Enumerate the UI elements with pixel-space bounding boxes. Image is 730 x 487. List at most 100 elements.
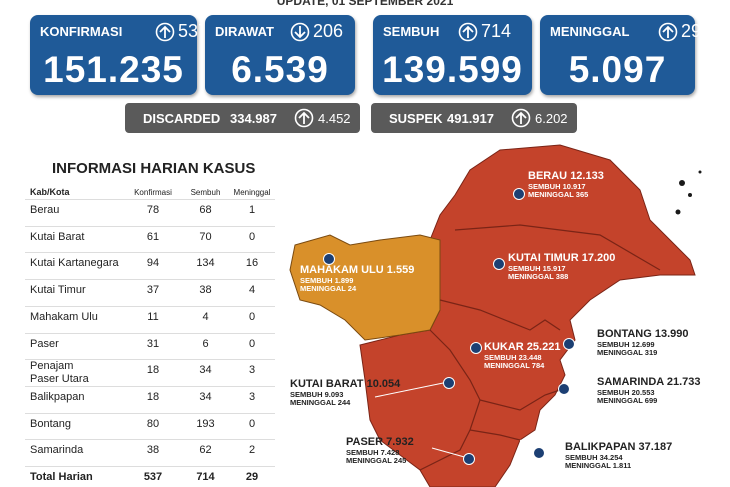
table-cell: 0: [248, 337, 256, 350]
region-sembuh-line: SEMBUH 7.428: [346, 447, 414, 458]
table-cell: 1: [248, 204, 256, 216]
region-label: MAHAKAM ULU 1.559 SEMBUH 1.899 MENINGGAL 2…: [300, 264, 414, 294]
table-cell: 0: [248, 230, 256, 243]
table-cell: 61: [146, 230, 160, 243]
row-divider: [25, 199, 275, 200]
region-konfirmasi: 10.054: [366, 378, 401, 390]
table-cell: Paser: [30, 337, 59, 350]
region-meninggal-line: MENINGGAL 245: [346, 456, 414, 466]
card-label: KONFIRMASI: [40, 24, 123, 39]
table-cell: Kutai Barat: [30, 230, 85, 243]
table-cell: 134: [196, 257, 215, 270]
row-divider: [25, 359, 275, 361]
arrow-icon: [294, 108, 314, 128]
table-cell: 11: [147, 310, 159, 323]
pill-total: 334.987: [230, 111, 277, 126]
region-label: BALIKPAPAN 37.187 SEMBUH 34.254 MENINGGAL …: [565, 441, 672, 471]
region-sembuh-line: SEMBUH 9.093: [290, 389, 400, 400]
region-konfirmasi: 37.187: [638, 441, 673, 453]
meninggal-label: MENINGGAL: [528, 190, 574, 200]
table-cell: 34: [199, 390, 212, 403]
region-meninggal-line: MENINGGAL 388: [508, 272, 615, 282]
region-meninggal-line: MENINGGAL 365: [528, 190, 604, 200]
row-divider: [25, 279, 275, 281]
region-sembuh: 9.093: [324, 389, 344, 399]
table-cell: 37: [146, 284, 160, 297]
region-sembuh: 10.917: [562, 181, 586, 191]
region-meninggal: 1.811: [612, 461, 632, 471]
sembuh-label: SEMBUH: [508, 263, 541, 273]
region-sembuh-line: SEMBUH 20.553: [597, 388, 701, 398]
sembuh-label: SEMBUH: [484, 352, 517, 362]
region-sembuh-line: SEMBUH 10.917: [528, 181, 604, 192]
row-divider: [25, 305, 275, 307]
table-cell: 18: [146, 364, 160, 377]
card-delta: 714: [481, 21, 512, 41]
region-name: KUTAI BARAT: [290, 378, 364, 390]
region-name-line: BONTANG 13.990: [597, 328, 689, 341]
column-header: Sembuh: [190, 188, 221, 197]
region-sembuh: 23.448: [518, 352, 542, 362]
region-label: BONTANG 13.990 SEMBUH 12.699 MENINGGAL 319: [597, 328, 689, 358]
region-name: SAMARINDA: [597, 376, 664, 388]
stat-pill: SUSPEK 491.917 6.202: [371, 103, 577, 133]
sembuh-label: SEMBUH: [346, 447, 379, 457]
region-sembuh: 34.254: [599, 452, 623, 462]
table-cell: 68: [199, 204, 212, 216]
table-cell: 16: [245, 257, 259, 270]
region-name: BALIKPAPAN: [565, 441, 636, 453]
region-name-line: MAHAKAM ULU 1.559: [300, 264, 414, 277]
region-name-line: PASER 7.932: [346, 436, 414, 449]
region-name-line: KUKAR 25.221: [484, 341, 560, 354]
meninggal-label: MENINGGAL: [484, 361, 530, 371]
card-total: 151.235: [43, 49, 184, 90]
region-borders: [419, 224, 661, 471]
region-dot: [443, 377, 455, 389]
region-meninggal-line: MENINGGAL 1.811: [565, 461, 672, 471]
region-konfirmasi: 25.221: [526, 341, 561, 353]
table-cell: Penajam Paser Utara: [30, 360, 89, 386]
region-name-line: KUTAI BARAT 10.054: [290, 378, 400, 391]
region-label: BERAU 12.133 SEMBUH 10.917 MENINGGAL 365: [528, 170, 604, 200]
table-cell: 34: [199, 364, 212, 377]
region-sembuh-line: SEMBUH 15.917: [508, 263, 615, 274]
row-divider: [25, 225, 275, 227]
region-meninggal-line: MENINGGAL 784: [484, 361, 560, 371]
update-date: UPDATE, 01 SEPTEMBER 2021: [276, 0, 454, 8]
table-cell: 537: [143, 471, 163, 483]
region-meninggal: 245: [393, 456, 407, 466]
meninggal-label: MENINGGAL: [508, 272, 554, 282]
region-meninggal: 699: [644, 396, 658, 406]
table-cell: Bontang: [30, 417, 71, 430]
meninggal-label: MENINGGAL: [346, 456, 392, 466]
region-name: BERAU: [528, 170, 568, 182]
region-label: KUTAI TIMUR 17.200 SEMBUH 15.917 MENINGGAL…: [508, 252, 615, 282]
region-meninggal: 784: [531, 361, 545, 371]
table-cell: 94: [146, 257, 160, 270]
table-cell: Balikpapan: [30, 390, 85, 403]
table-cell: 70: [199, 230, 212, 243]
pill-delta: 6.202: [535, 111, 568, 126]
table-cell: 38: [199, 284, 212, 297]
row-divider: [25, 439, 275, 441]
table-cell: 0: [248, 417, 256, 430]
arrow-icon: [155, 22, 175, 42]
card-total: 139.599: [382, 49, 523, 90]
region-meninggal-line: MENINGGAL 319: [597, 348, 689, 358]
row-divider: [25, 252, 275, 254]
region-sembuh: 15.917: [542, 263, 566, 273]
table-cell: 714: [196, 471, 215, 483]
table-cell: 29: [245, 471, 259, 483]
region-meninggal: 388: [555, 272, 569, 282]
table-cell: Kutai Kartanegara: [30, 257, 119, 270]
region-label: KUKAR 25.221 SEMBUH 23.448 MENINGGAL 784: [484, 341, 560, 371]
region-name: PASER: [346, 436, 384, 448]
region-konfirmasi: 13.990: [654, 328, 689, 340]
table-cell: Mahakam Ulu: [30, 310, 98, 323]
stat-card: SEMBUH 714 139.599: [373, 15, 532, 95]
sembuh-label: SEMBUH: [565, 452, 598, 462]
pill-label: DISCARDED: [143, 111, 221, 126]
region-meninggal: 365: [575, 190, 589, 200]
region-dot: [513, 188, 525, 200]
table-cell: 4: [248, 284, 256, 297]
